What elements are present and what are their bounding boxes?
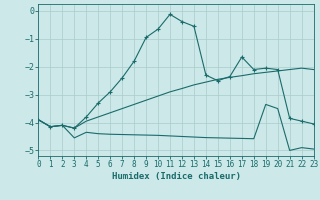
X-axis label: Humidex (Indice chaleur): Humidex (Indice chaleur): [111, 172, 241, 181]
